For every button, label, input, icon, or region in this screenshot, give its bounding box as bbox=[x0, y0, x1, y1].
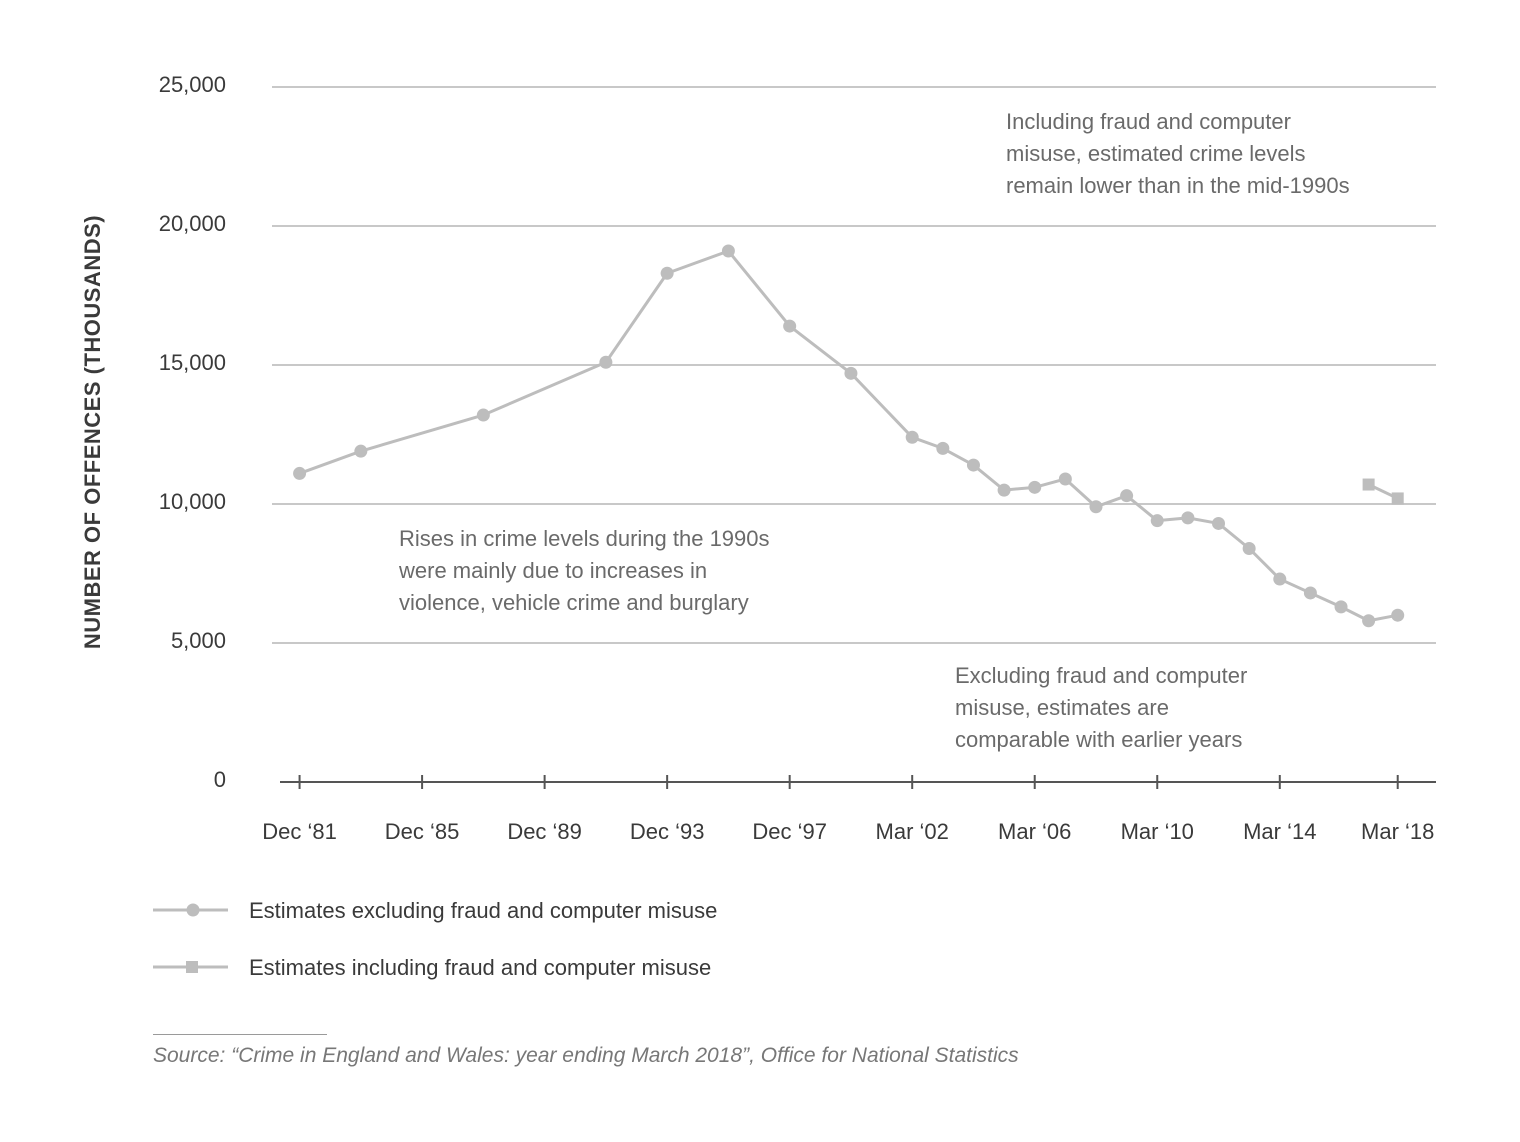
data-point-circle bbox=[1181, 511, 1195, 525]
legend-marker-circle bbox=[186, 903, 200, 917]
x-tick-label: Dec ‘97 bbox=[752, 819, 827, 844]
legend-marker-square bbox=[186, 961, 198, 973]
x-tick-label: Mar ‘10 bbox=[1121, 819, 1194, 844]
data-point-circle bbox=[997, 483, 1011, 497]
x-tick-label: Dec ‘93 bbox=[630, 819, 705, 844]
annotation-excluding-fraud-line: misuse, estimates are bbox=[955, 695, 1169, 720]
y-tick-label: 15,000 bbox=[159, 350, 226, 375]
y-tick-label: 25,000 bbox=[159, 72, 226, 97]
legend-label: Estimates excluding fraud and computer m… bbox=[249, 898, 717, 923]
y-tick-label: 0 bbox=[214, 767, 226, 792]
x-tick-label: Mar ‘18 bbox=[1361, 819, 1434, 844]
data-point-circle bbox=[1334, 600, 1348, 614]
source-separator bbox=[153, 1034, 327, 1035]
x-tick-label: Dec ‘89 bbox=[507, 819, 582, 844]
data-point-circle bbox=[1212, 516, 1226, 530]
y-tick-label: 10,000 bbox=[159, 489, 226, 514]
data-point-square bbox=[1362, 478, 1375, 491]
annotation-including-fraud-line: remain lower than in the mid-1990s bbox=[1006, 173, 1350, 198]
data-point-circle bbox=[936, 441, 950, 455]
data-point-square bbox=[1391, 492, 1404, 505]
annotation-1990s-rises-line: violence, vehicle crime and burglary bbox=[399, 590, 749, 615]
data-point-circle bbox=[293, 466, 307, 480]
annotation-1990s-rises-line: were mainly due to increases in bbox=[398, 558, 707, 583]
x-tick-label: Dec ‘85 bbox=[385, 819, 460, 844]
data-point-circle bbox=[1028, 480, 1042, 494]
data-point-circle bbox=[599, 355, 613, 369]
annotation-including-fraud-line: misuse, estimated crime levels bbox=[1006, 141, 1306, 166]
data-point-circle bbox=[1242, 541, 1256, 555]
y-tick-label: 5,000 bbox=[171, 628, 226, 653]
data-point-circle bbox=[1058, 472, 1072, 486]
data-point-circle bbox=[783, 319, 797, 333]
data-point-circle bbox=[660, 266, 674, 280]
y-axis-title: NUMBER OF OFFENCES (THOUSANDS) bbox=[80, 215, 105, 649]
source-note: Source: “Crime in England and Wales: yea… bbox=[153, 1044, 1019, 1067]
data-point-circle bbox=[1120, 489, 1134, 503]
data-point-circle bbox=[1273, 572, 1287, 586]
data-point-circle bbox=[1089, 500, 1103, 514]
annotation-including-fraud-line: Including fraud and computer bbox=[1006, 109, 1291, 134]
data-point-circle bbox=[1150, 514, 1164, 528]
annotation-excluding-fraud-line: comparable with earlier years bbox=[955, 727, 1242, 752]
data-point-circle bbox=[966, 458, 980, 472]
data-point-circle bbox=[721, 244, 735, 258]
x-tick-label: Dec ‘81 bbox=[262, 819, 337, 844]
data-point-circle bbox=[1303, 586, 1317, 600]
data-point-circle bbox=[476, 408, 490, 422]
data-point-circle bbox=[1362, 614, 1376, 628]
x-tick-label: Mar ‘06 bbox=[998, 819, 1071, 844]
annotation-excluding-fraud-line: Excluding fraud and computer bbox=[955, 663, 1247, 688]
x-tick-label: Mar ‘02 bbox=[876, 819, 949, 844]
data-point-circle bbox=[844, 366, 858, 380]
legend-label: Estimates including fraud and computer m… bbox=[249, 955, 711, 980]
x-tick-label: Mar ‘14 bbox=[1243, 819, 1316, 844]
data-point-circle bbox=[354, 444, 368, 458]
annotation-1990s-rises-line: Rises in crime levels during the 1990s bbox=[399, 526, 770, 551]
y-tick-label: 20,000 bbox=[159, 211, 226, 236]
data-point-circle bbox=[905, 430, 919, 444]
data-point-circle bbox=[1391, 608, 1405, 622]
